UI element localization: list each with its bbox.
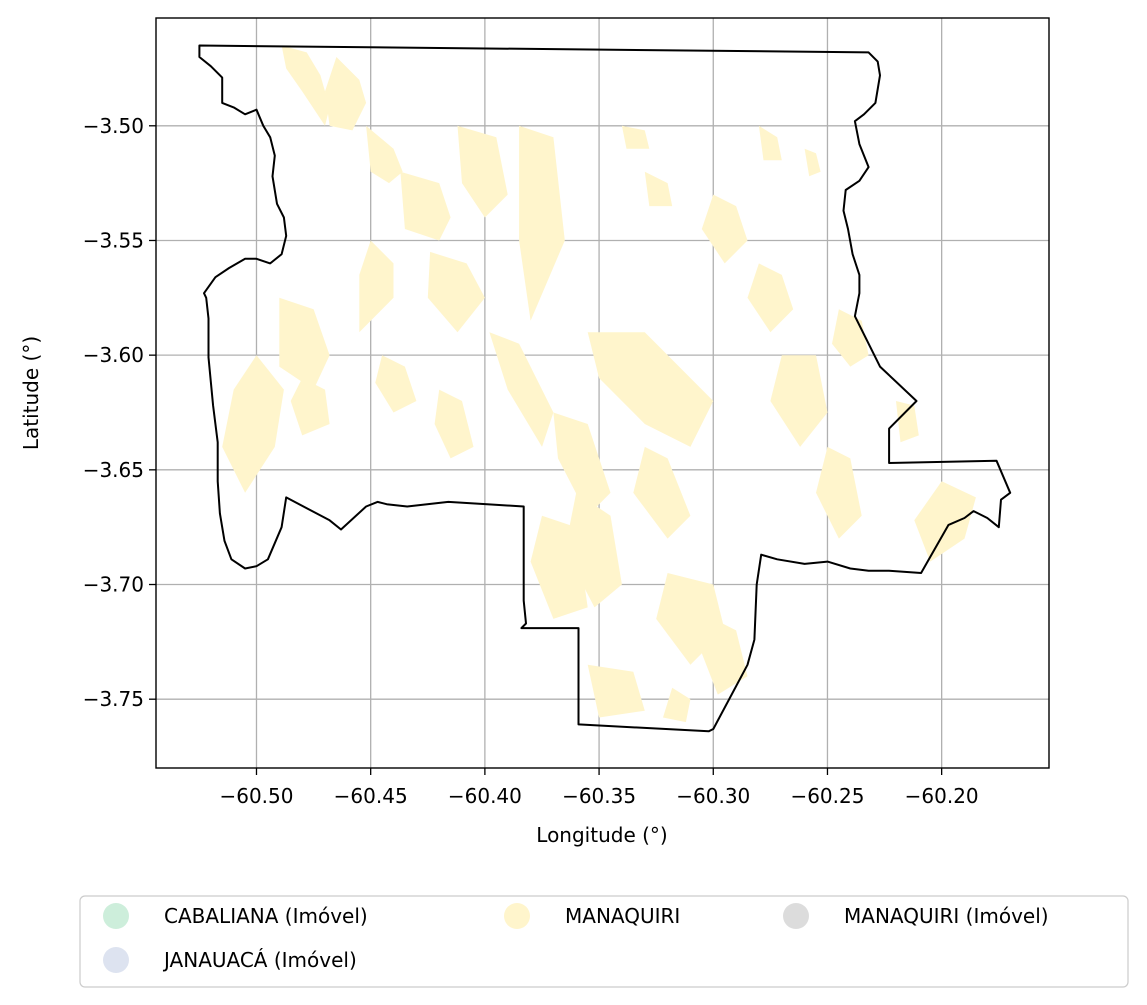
legend-label-1: MANAQUIRI (565, 904, 680, 928)
manaquiri-area-12 (553, 412, 611, 516)
manaquiri-area-19 (587, 664, 645, 718)
manaquiri-area-26 (914, 481, 976, 562)
manaquiri-area-9 (222, 355, 284, 493)
x-tick-label-6: −60.20 (905, 784, 979, 808)
manaquiri-area-27 (896, 401, 919, 443)
manaquiri-area-33 (434, 389, 474, 459)
x-tick-label-2: −60.40 (448, 784, 522, 808)
y-tick-label-1: −3.55 (83, 228, 144, 252)
x-tick-label-0: −60.50 (219, 784, 293, 808)
y-tick-label-2: −3.60 (83, 343, 144, 367)
legend: CABALIANA (Imóvel) MANAQUIRI MANAQUIRI (Im… (79, 895, 1129, 988)
legend-marker-2 (783, 903, 809, 929)
manaquiri-area-2 (366, 125, 403, 184)
plot-frame (155, 17, 1050, 769)
x-axis-label: Longitude (°) (536, 823, 667, 847)
manaquiri-area-3 (359, 240, 394, 333)
manaquiri-area-20 (663, 687, 691, 723)
manaquiri-area-10 (290, 378, 330, 436)
manaquiri-area-31 (758, 125, 782, 161)
manaquiri-area-15 (564, 492, 622, 608)
legend-label-3: JANAUACÁ (Imóvel) (162, 948, 357, 972)
legend-marker-1 (504, 903, 530, 929)
municipality-boundary (198, 44, 1012, 733)
manaquiri-area-29 (644, 171, 673, 207)
manaquiri-area-4 (400, 171, 451, 241)
manaquiri-area-22 (747, 263, 794, 333)
manaquiri-area-1 (325, 57, 367, 131)
grid-lines (156, 18, 1049, 768)
manaquiri-area-24 (816, 446, 862, 539)
y-tick-label-0: −3.50 (83, 114, 144, 138)
manaquiri-area-16 (530, 515, 588, 619)
y-tick-label-5: −3.75 (83, 687, 144, 711)
legend-marker-0 (103, 903, 129, 929)
manaquiri-area-14 (633, 446, 691, 539)
manaquiri-area-7 (427, 251, 485, 333)
manaquiri-area-28 (621, 125, 650, 149)
manaquiri-areas (222, 45, 976, 723)
manaquiri-area-13 (587, 332, 714, 447)
manaquiri-area-11 (489, 332, 554, 447)
legend-marker-3 (103, 947, 129, 973)
manaquiri-area-18 (701, 618, 748, 695)
manaquiri-area-30 (804, 148, 821, 177)
legend-label-2: MANAQUIRI (Imóvel) (844, 904, 1049, 928)
manaquiri-area-32 (375, 355, 417, 413)
y-axis-label: Latitude (°) (19, 336, 43, 450)
x-tick-label-1: −60.45 (334, 784, 408, 808)
x-tick-label-3: −60.35 (562, 784, 636, 808)
x-tick-label-4: −60.30 (676, 784, 750, 808)
legend-label-0: CABALIANA (Imóvel) (164, 904, 368, 928)
boundary-outline (198, 44, 1012, 733)
legend-frame (79, 895, 1129, 988)
manaquiri-area-5 (457, 125, 508, 218)
manaquiri-area-21 (701, 194, 748, 264)
manaquiri-area-0 (281, 45, 330, 126)
y-tick-label-4: −3.70 (83, 573, 144, 597)
legend-items: CABALIANA (Imóvel) MANAQUIRI MANAQUIRI (Im… (103, 903, 1049, 973)
manaquiri-area-25 (832, 309, 869, 367)
manaquiri-area-6 (519, 125, 565, 321)
manaquiri-area-8 (279, 297, 330, 390)
x-tick-label-5: −60.25 (790, 784, 864, 808)
manaquiri-area-23 (770, 355, 828, 447)
axis-ticks: −60.50 −60.45 −60.40 −60.35 −60.30 −60.25 −60.… (83, 114, 979, 808)
y-tick-label-3: −3.65 (83, 458, 144, 482)
